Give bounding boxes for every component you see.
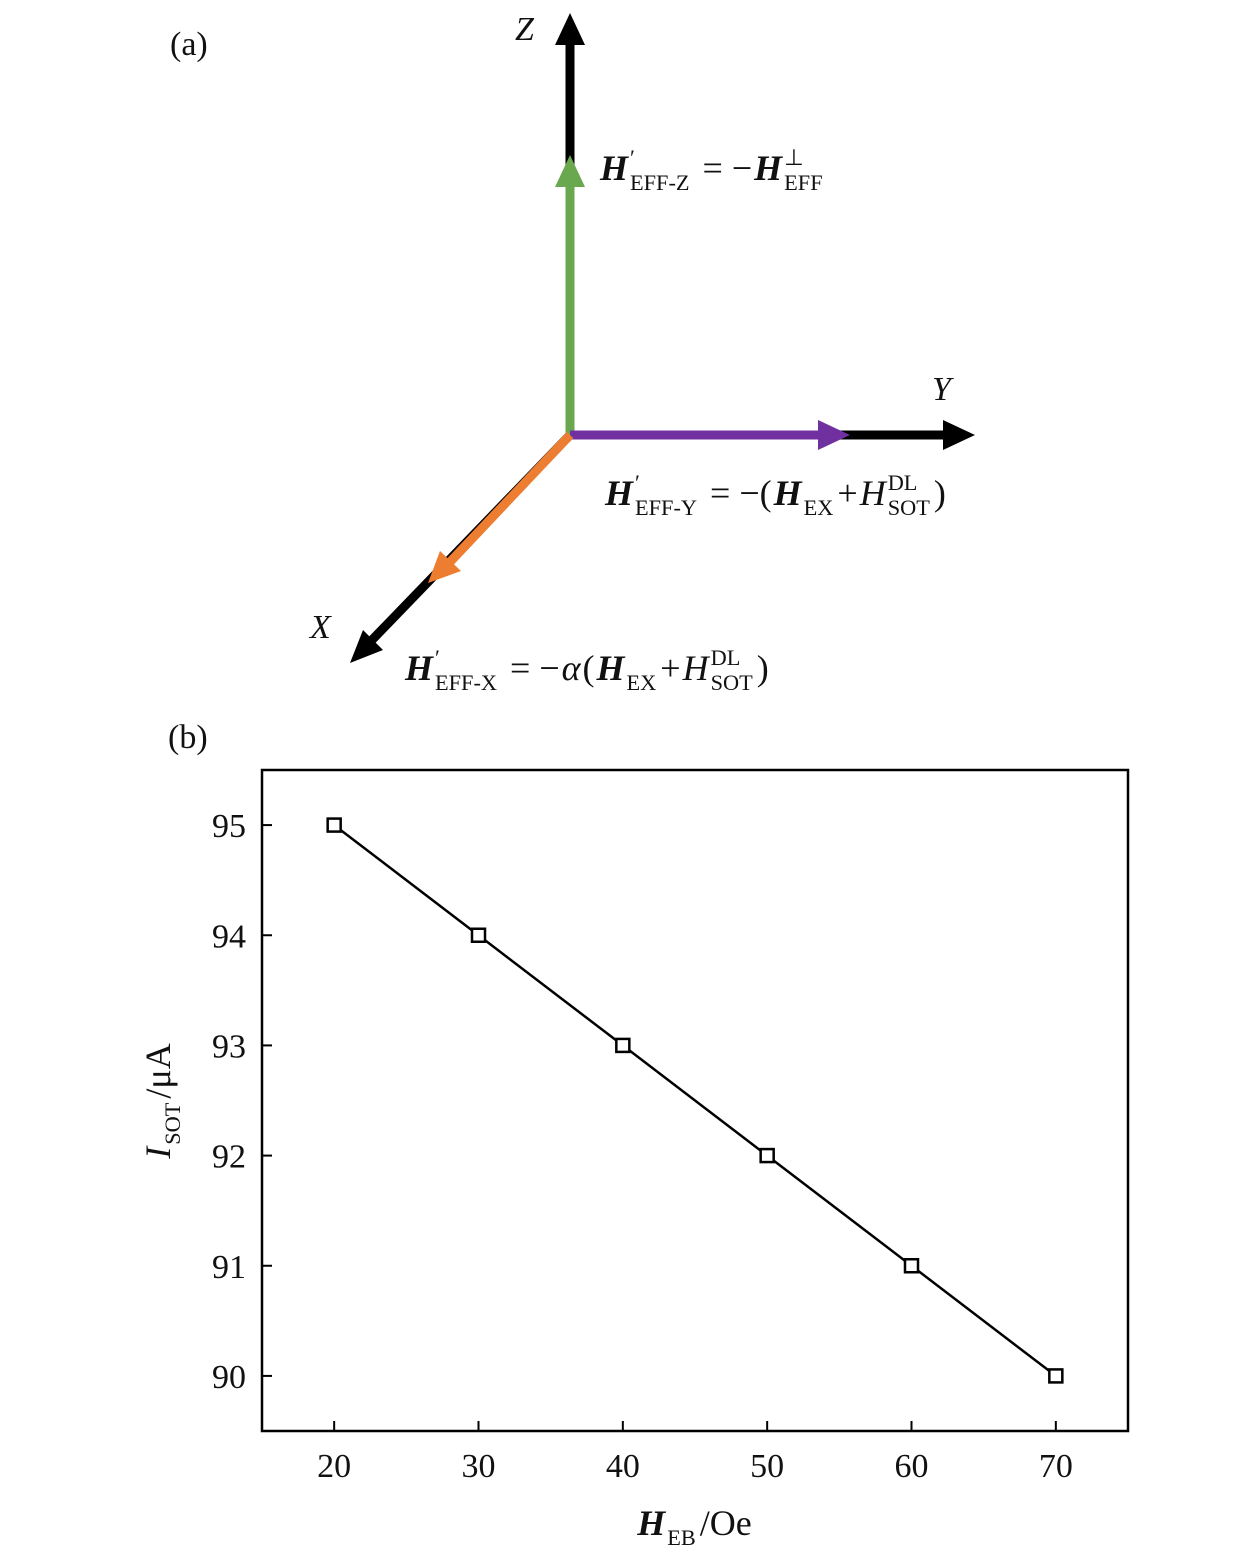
formula-part: /μA bbox=[138, 1043, 178, 1098]
formula-sub: SOT bbox=[888, 495, 931, 520]
x-field-arrow bbox=[446, 431, 574, 566]
y-tick-label: 94 bbox=[212, 918, 246, 955]
x-tick-label: 30 bbox=[462, 1448, 496, 1485]
axis-label: Z bbox=[515, 11, 535, 48]
data-point bbox=[1048, 1368, 1064, 1384]
x-tick-label: 60 bbox=[895, 1448, 929, 1485]
formula: H EB/Oe bbox=[636, 1503, 752, 1550]
y-arrowhead bbox=[943, 420, 975, 450]
data-point bbox=[759, 1147, 775, 1164]
formula-part: I bbox=[138, 1145, 178, 1160]
formula-sup: DL bbox=[888, 470, 918, 495]
axes-diagram: (a) Z Y X bbox=[170, 11, 975, 663]
formula-sub: EFF-Y bbox=[635, 495, 697, 520]
formula-part: H bbox=[404, 648, 434, 688]
x-tick-label: 70 bbox=[1039, 1448, 1073, 1485]
formula-sub: EX bbox=[804, 495, 834, 520]
formula-sup: ′ bbox=[635, 470, 640, 495]
y-field-head bbox=[818, 420, 850, 450]
formula-sub: SOT bbox=[711, 670, 754, 695]
panel-label: (b) bbox=[168, 719, 208, 756]
data-point bbox=[470, 927, 487, 943]
y-tick-label: 90 bbox=[212, 1359, 246, 1396]
formula-part: H bbox=[753, 148, 783, 188]
axis-label: Y bbox=[932, 371, 954, 408]
data-point bbox=[615, 1037, 631, 1054]
x-arrowhead bbox=[350, 630, 383, 663]
formula-part: H bbox=[773, 473, 803, 513]
formula-part: H bbox=[682, 648, 711, 688]
z-arrowhead bbox=[555, 13, 585, 45]
x-tick-label: 40 bbox=[606, 1448, 640, 1485]
formula-sub: EFF bbox=[784, 170, 822, 195]
formula-sub: EFF-X bbox=[435, 670, 497, 695]
data-point bbox=[903, 1258, 920, 1274]
y-tick-label: 92 bbox=[212, 1139, 246, 1176]
formula-sub: SOT bbox=[160, 1102, 185, 1145]
x-field-head bbox=[428, 551, 461, 583]
formula-sup: ⊥ bbox=[784, 145, 803, 170]
x-tick-label: 20 bbox=[317, 1448, 351, 1485]
y-tick-label: 91 bbox=[212, 1249, 246, 1286]
axis-label: X bbox=[308, 609, 332, 646]
formula-sub: EX bbox=[627, 670, 657, 695]
formula-part: H bbox=[859, 473, 888, 513]
formula-sup: DL bbox=[711, 645, 741, 670]
y-tick-label: 93 bbox=[212, 1028, 246, 1065]
formula-part: = − bbox=[501, 648, 560, 688]
formula-sup: ′ bbox=[630, 145, 635, 170]
formula-part: H bbox=[599, 148, 629, 188]
formula-part: + bbox=[837, 473, 857, 513]
panel-label: (a) bbox=[170, 26, 208, 63]
plot-frame bbox=[260, 768, 1130, 1433]
formula-part: + bbox=[660, 648, 680, 688]
formula-sub: EB bbox=[667, 1525, 696, 1550]
formula-sub: EFF-Z bbox=[630, 170, 690, 195]
formula-part: H bbox=[596, 648, 626, 688]
formula-part: H bbox=[636, 1503, 666, 1543]
formula-part: = −( bbox=[701, 473, 772, 513]
formula-part: ( bbox=[583, 648, 595, 688]
formula-part: α bbox=[562, 648, 582, 688]
formula-part: /Oe bbox=[700, 1503, 752, 1543]
data-point bbox=[326, 817, 342, 833]
x-tick-label: 50 bbox=[750, 1448, 784, 1485]
formula-sup: ′ bbox=[435, 645, 440, 670]
formula: H ′EFF-Z = − H ⊥EFF bbox=[599, 145, 823, 195]
data-line bbox=[333, 824, 1057, 1377]
formula-part: ) bbox=[934, 473, 946, 513]
formula-part: ) bbox=[757, 648, 769, 688]
formula-part: H bbox=[604, 473, 634, 513]
formula-part: = − bbox=[694, 148, 753, 188]
z-field-head bbox=[555, 155, 585, 187]
y-tick-label: 95 bbox=[212, 808, 246, 845]
